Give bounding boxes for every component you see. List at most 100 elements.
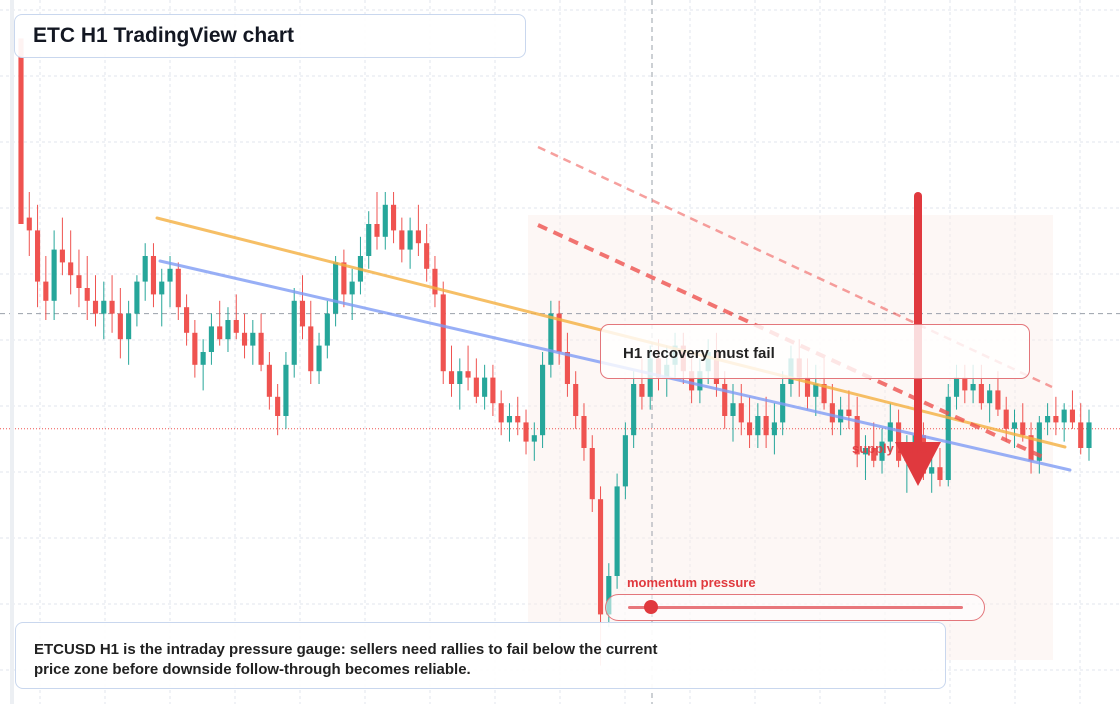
- candle-body: [854, 416, 860, 455]
- candle-body: [51, 249, 57, 301]
- candle-body: [208, 326, 214, 352]
- annotation-note: H1 recovery must fail: [600, 324, 1030, 379]
- candle-body: [531, 435, 537, 442]
- candle-body: [448, 371, 455, 384]
- candle-body: [738, 403, 744, 423]
- candle-body: [614, 486, 620, 576]
- candle-body: [399, 230, 405, 250]
- candle-body: [150, 256, 157, 295]
- candle-body: [639, 384, 645, 397]
- supply-zone-label: supply zone: [852, 441, 928, 456]
- gauge-knob[interactable]: [644, 600, 659, 614]
- candle-body: [697, 371, 703, 391]
- candle-body: [523, 422, 529, 442]
- candle-body: [490, 377, 496, 404]
- candle-body: [407, 230, 413, 250]
- description-text: ETCUSD H1 is the intraday pressure gauge…: [34, 641, 658, 678]
- candle-body: [366, 224, 372, 256]
- candle-body: [18, 38, 24, 225]
- candle-body: [473, 377, 479, 397]
- candle-body: [291, 300, 297, 365]
- candle-body: [266, 364, 272, 397]
- candle-body: [84, 288, 90, 301]
- candle-body: [953, 377, 960, 397]
- candle-body: [308, 326, 314, 372]
- chart-title: ETC H1 TradingView chart: [14, 14, 526, 58]
- candle-body: [175, 268, 181, 308]
- candle-body: [134, 281, 140, 314]
- candle-body: [142, 256, 148, 282]
- candle-body: [846, 409, 852, 416]
- momentum-gauge: [605, 594, 985, 621]
- candle-body: [101, 300, 107, 314]
- candle-body: [341, 262, 347, 295]
- candle-body: [349, 281, 355, 295]
- candle-body: [821, 384, 827, 404]
- candle-body: [43, 281, 49, 301]
- candle-body: [589, 448, 595, 500]
- candle-body: [217, 326, 223, 340]
- candle-body: [275, 396, 281, 416]
- candle-body: [1003, 409, 1009, 429]
- candle-body: [540, 364, 546, 436]
- candle-body: [862, 448, 869, 455]
- candle-body: [457, 371, 463, 384]
- candle-body: [26, 217, 32, 231]
- candle-body: [506, 416, 513, 423]
- candle-body: [879, 441, 885, 461]
- candle-body: [722, 384, 728, 416]
- candle-body: [324, 313, 330, 346]
- candle-body: [689, 371, 695, 391]
- candle-body: [887, 422, 893, 442]
- supply-zone-shade: [528, 215, 1053, 660]
- candle-body: [390, 204, 397, 231]
- candle-body: [945, 396, 951, 480]
- candle-body: [937, 467, 943, 480]
- candle-body: [1078, 422, 1084, 448]
- candle-body: [34, 230, 41, 282]
- candle-body: [440, 294, 446, 372]
- candle-body: [1011, 422, 1018, 429]
- candle-body: [167, 268, 173, 282]
- candle-body: [316, 345, 322, 372]
- candle-body: [424, 243, 430, 269]
- candle-body: [59, 249, 65, 263]
- candle-body: [515, 416, 521, 423]
- candle-body: [126, 313, 132, 340]
- candle-body: [631, 384, 637, 436]
- candle-body: [68, 262, 74, 276]
- candle-body: [1028, 435, 1034, 461]
- candle-body: [548, 313, 554, 365]
- candle-body: [987, 390, 993, 404]
- candle-body: [813, 384, 819, 397]
- candle-body: [200, 352, 206, 365]
- candle-body: [482, 377, 488, 397]
- gauge-label: momentum pressure: [627, 575, 756, 590]
- candle-body: [250, 332, 256, 346]
- candle-body: [730, 403, 736, 416]
- upper-dashed-channel: [537, 145, 1053, 389]
- candle-body: [962, 377, 968, 391]
- candle-body: [556, 313, 562, 352]
- candle-body: [241, 332, 248, 346]
- candle-body: [258, 332, 264, 365]
- candle-body: [1045, 416, 1051, 423]
- candle-body: [283, 364, 289, 416]
- candle-body: [871, 448, 877, 461]
- candle-body: [978, 384, 984, 404]
- candle-body: [606, 576, 612, 615]
- candle-body: [929, 467, 935, 474]
- candle-body: [374, 224, 380, 237]
- candle-body: [432, 268, 438, 295]
- candle-body: [192, 332, 198, 365]
- candle-body: [970, 384, 976, 391]
- candle-body: [763, 416, 769, 436]
- candle-body: [829, 403, 835, 423]
- description-card: ETCUSD H1 is the intraday pressure gauge…: [15, 622, 946, 689]
- candle-body: [564, 352, 570, 384]
- candle-body: [233, 320, 239, 333]
- gauge-track: [628, 606, 963, 609]
- candle-body: [995, 390, 1001, 410]
- candle-body: [184, 307, 190, 333]
- candle-body: [225, 320, 231, 340]
